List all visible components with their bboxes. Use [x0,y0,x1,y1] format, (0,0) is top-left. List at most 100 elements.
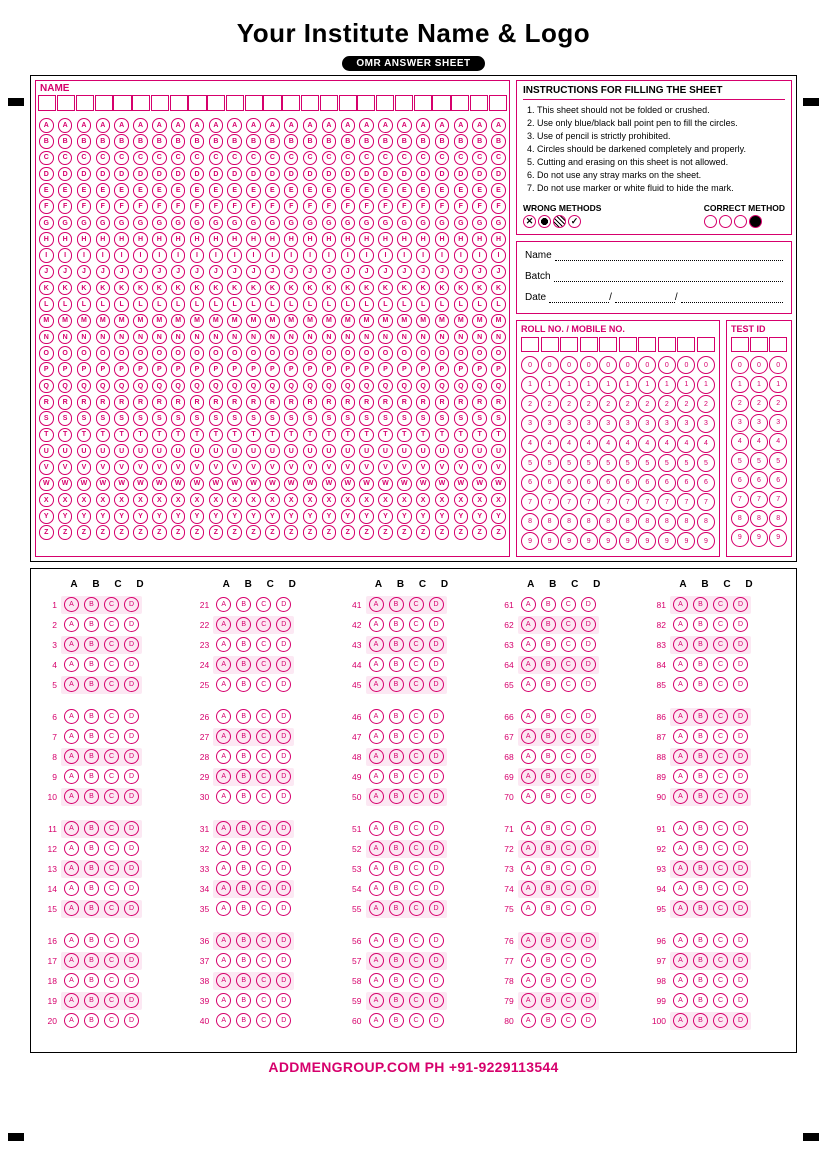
answer-bubble[interactable]: C [409,973,424,988]
answer-bubble[interactable]: C [713,861,728,876]
name-bubble[interactable]: E [227,183,242,198]
answer-bubble[interactable]: D [124,901,139,916]
name-bubble[interactable]: X [378,493,393,508]
answer-bubble[interactable]: A [673,637,688,652]
answer-bubble[interactable]: B [389,861,404,876]
name-bubble[interactable]: G [378,216,393,231]
name-bubble[interactable]: O [397,346,412,361]
answer-bubble[interactable]: C [713,677,728,692]
answer-bubble[interactable]: A [64,617,79,632]
answer-bubble[interactable]: B [389,901,404,916]
name-bubble[interactable]: V [378,460,393,475]
name-bubble[interactable]: F [96,199,111,214]
digit-bubble[interactable]: 5 [750,452,768,470]
name-bubble[interactable]: R [491,395,506,410]
answer-bubble[interactable]: B [389,769,404,784]
answer-bubble[interactable]: D [733,993,748,1008]
name-bubble[interactable]: D [114,167,129,182]
name-bubble[interactable]: W [152,477,167,492]
digit-bubble[interactable]: 1 [697,376,715,394]
digit-bubble[interactable]: 5 [599,454,617,472]
name-bubble[interactable]: G [491,216,506,231]
name-bubble[interactable]: L [416,297,431,312]
name-bubble[interactable]: I [265,248,280,263]
name-bubble[interactable]: H [190,232,205,247]
name-bubble[interactable]: M [303,314,318,329]
answer-bubble[interactable]: D [429,953,444,968]
name-bubble[interactable]: A [454,118,469,133]
answer-bubble[interactable]: A [64,953,79,968]
name-bubble[interactable]: V [397,460,412,475]
answer-bubble[interactable]: C [713,729,728,744]
name-bubble[interactable]: A [472,118,487,133]
answer-bubble[interactable]: C [713,617,728,632]
name-bubble[interactable]: B [341,134,356,149]
answer-bubble[interactable]: C [104,729,119,744]
answer-bubble[interactable]: D [733,677,748,692]
answer-bubble[interactable]: A [64,1013,79,1028]
answer-bubble[interactable]: C [409,933,424,948]
name-bubble[interactable]: V [39,460,54,475]
name-bubble[interactable]: O [416,346,431,361]
name-bubble[interactable]: O [58,346,73,361]
name-bubble[interactable]: R [322,395,337,410]
name-bubble[interactable]: H [472,232,487,247]
name-bubble[interactable]: U [58,444,73,459]
answer-bubble[interactable]: A [673,657,688,672]
digit-bubble[interactable]: 0 [750,356,768,374]
answer-bubble[interactable]: D [276,597,291,612]
name-bubble[interactable]: T [322,428,337,443]
name-bubble[interactable]: J [114,265,129,280]
answer-bubble[interactable]: A [216,729,231,744]
answer-bubble[interactable]: D [581,709,596,724]
name-bubble[interactable]: J [378,265,393,280]
name-bubble[interactable]: N [39,330,54,345]
answer-bubble[interactable]: A [521,993,536,1008]
answer-bubble[interactable]: D [276,637,291,652]
name-bubble[interactable]: C [246,151,261,166]
digit-bubble[interactable]: 3 [677,415,695,433]
answer-bubble[interactable]: B [693,973,708,988]
answer-bubble[interactable]: B [84,821,99,836]
name-bubble[interactable]: F [171,199,186,214]
name-bubble[interactable]: Z [454,525,469,540]
digit-bubble[interactable]: 8 [521,513,539,531]
name-bubble[interactable]: W [246,477,261,492]
answer-bubble[interactable]: B [693,709,708,724]
name-bubble[interactable]: O [114,346,129,361]
answer-bubble[interactable]: B [84,729,99,744]
name-bubble[interactable]: V [359,460,374,475]
answer-bubble[interactable]: B [84,861,99,876]
name-bubble[interactable]: G [397,216,412,231]
digit-bubble[interactable]: 2 [619,395,637,413]
name-bubble[interactable]: Y [341,509,356,524]
name-bubble[interactable]: U [114,444,129,459]
answer-bubble[interactable]: B [389,841,404,856]
name-bubble[interactable]: T [341,428,356,443]
name-bubble[interactable]: V [322,460,337,475]
name-bubble[interactable]: G [303,216,318,231]
answer-bubble[interactable]: B [693,677,708,692]
name-bubble[interactable]: T [284,428,299,443]
name-bubble[interactable]: C [133,151,148,166]
name-bubble[interactable]: B [265,134,280,149]
name-bubble[interactable]: Y [359,509,374,524]
name-bubble[interactable]: K [303,281,318,296]
name-bubble[interactable]: A [322,118,337,133]
answer-bubble[interactable]: D [733,637,748,652]
name-bubble[interactable]: W [435,477,450,492]
answer-bubble[interactable]: A [216,677,231,692]
name-bubble[interactable]: G [341,216,356,231]
name-bubble[interactable]: N [472,330,487,345]
name-bubble[interactable]: K [378,281,393,296]
digit-bubble[interactable]: 4 [769,433,787,451]
answer-bubble[interactable]: C [713,973,728,988]
answer-bubble[interactable]: B [541,769,556,784]
answer-bubble[interactable]: C [104,597,119,612]
name-bubble[interactable]: L [114,297,129,312]
name-bubble[interactable]: Y [303,509,318,524]
answer-bubble[interactable]: D [276,881,291,896]
digit-bubble[interactable]: 2 [697,395,715,413]
answer-bubble[interactable]: D [733,597,748,612]
name-bubble[interactable]: B [152,134,167,149]
